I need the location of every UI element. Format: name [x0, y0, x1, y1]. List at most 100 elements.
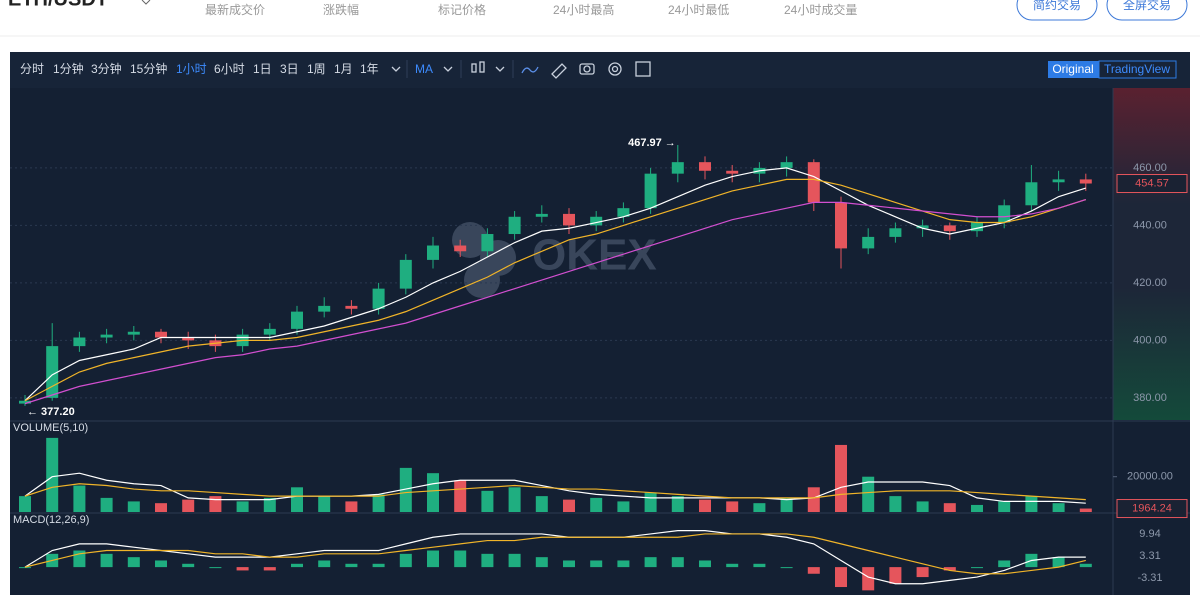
interval[interactable]: 1小时	[176, 62, 207, 76]
volume-bar	[862, 476, 875, 512]
pair-caret[interactable]	[141, 0, 151, 5]
candle-body	[427, 245, 439, 260]
candle-body	[318, 305, 331, 312]
macd-bar	[971, 567, 983, 569]
volume-bar	[508, 487, 521, 512]
volume-bar	[753, 503, 766, 512]
button-full[interactable]	[1106, 0, 1188, 21]
macd-bar	[127, 557, 140, 568]
ma-line	[24, 483, 1086, 501]
macd-bar	[209, 567, 222, 569]
interval[interactable]: 1日	[253, 62, 272, 76]
interval[interactable]: 15分钟	[130, 61, 167, 76]
ma-line	[24, 167, 1086, 402]
candle-body	[19, 400, 31, 404]
candle-body	[127, 331, 140, 335]
caret[interactable]	[391, 66, 401, 72]
caret[interactable]	[443, 66, 453, 72]
macd-bar	[291, 563, 303, 568]
volume-bar	[916, 501, 929, 512]
last-volume: 1964.24	[1132, 502, 1172, 514]
ruler-icon[interactable]	[551, 63, 567, 79]
pane-title: VOLUME(5,10)	[13, 422, 88, 434]
button-label[interactable]: 全屏交易	[1123, 0, 1171, 12]
stat-label: 最新成交价	[205, 2, 265, 17]
y-tick-label: 20000.00	[1127, 471, 1173, 483]
stat-label: 24小时成交量	[784, 2, 857, 17]
caret[interactable]	[495, 66, 505, 72]
macd-bar	[590, 560, 603, 568]
pair[interactable]: ETH/USDT	[8, 0, 108, 10]
volume-bar	[590, 497, 603, 512]
volume-bar	[454, 480, 467, 512]
settings-icon[interactable]	[608, 62, 622, 76]
macd-bar	[508, 553, 521, 568]
interval[interactable]: 1年	[360, 62, 379, 76]
candle-body	[971, 222, 983, 232]
interval[interactable]: 3日	[280, 62, 299, 76]
volume-bar	[399, 467, 412, 512]
fullscreen-icon[interactable]	[635, 61, 651, 77]
indicator[interactable]: MA	[415, 62, 433, 76]
candle-body	[1052, 179, 1065, 183]
macd-bar	[671, 557, 684, 568]
candle-body	[100, 334, 113, 338]
macd-bar	[155, 560, 167, 568]
candle-icon[interactable]	[479, 61, 485, 73]
candle-body	[481, 234, 494, 252]
pane-title: MACD(12,26,9)	[13, 514, 89, 526]
ma-line	[24, 529, 1086, 585]
volume-bar	[481, 490, 494, 512]
interval[interactable]: 1分钟	[53, 61, 84, 76]
macd-bar	[535, 557, 548, 568]
interval[interactable]: 分时	[20, 62, 44, 76]
line-icon[interactable]	[521, 66, 539, 74]
last-price: 454.57	[1135, 177, 1169, 189]
candle-body	[508, 216, 521, 235]
camera-icon[interactable]	[579, 63, 595, 75]
candle-icon[interactable]	[471, 63, 477, 73]
macd-bar	[916, 567, 929, 578]
view-option[interactable]: Original	[1052, 62, 1093, 76]
volume-bar	[535, 496, 548, 512]
volume-bar	[236, 501, 249, 512]
y-tick-label: 420.00	[1133, 277, 1167, 289]
volume-bar	[780, 497, 793, 512]
watermark-text: OKEX	[532, 231, 657, 280]
interval[interactable]: 1周	[307, 62, 326, 76]
candle-body	[889, 228, 902, 237]
stat-label: 24小时最高	[553, 2, 614, 17]
interval[interactable]: 6小时	[214, 62, 245, 76]
volume-bar	[345, 501, 358, 512]
camera-icon[interactable]	[583, 65, 591, 73]
macd-bar	[943, 567, 956, 571]
macd-bar	[182, 563, 195, 568]
candle-body	[399, 259, 412, 289]
settings-icon[interactable]	[611, 65, 619, 73]
candle-body	[535, 213, 548, 217]
interval[interactable]: 1月	[334, 62, 353, 76]
volume-bar	[291, 487, 303, 512]
macd-bar	[318, 560, 331, 568]
ma-line	[24, 178, 1086, 402]
volume-bar	[889, 496, 902, 512]
candle-body	[617, 208, 630, 217]
candle-body	[182, 337, 195, 341]
view-tradingview-bg[interactable]	[1098, 60, 1177, 79]
volume-bar	[127, 501, 140, 512]
button-label[interactable]: 简约交易	[1033, 0, 1081, 12]
volume-bar	[1052, 503, 1065, 512]
volume-bar	[1025, 496, 1038, 512]
view-option[interactable]: TradingView	[1104, 62, 1170, 76]
button-simple[interactable]	[1016, 0, 1098, 21]
view-original-bg[interactable]	[1048, 61, 1099, 78]
candle-body	[916, 225, 929, 229]
interval[interactable]: 3分钟	[91, 61, 122, 76]
last-volume-badge	[1116, 499, 1188, 519]
macd-bar	[263, 567, 276, 571]
y-tick-label: -3.31	[1137, 572, 1162, 584]
candle-body	[345, 305, 358, 309]
macd-bar	[427, 550, 439, 568]
